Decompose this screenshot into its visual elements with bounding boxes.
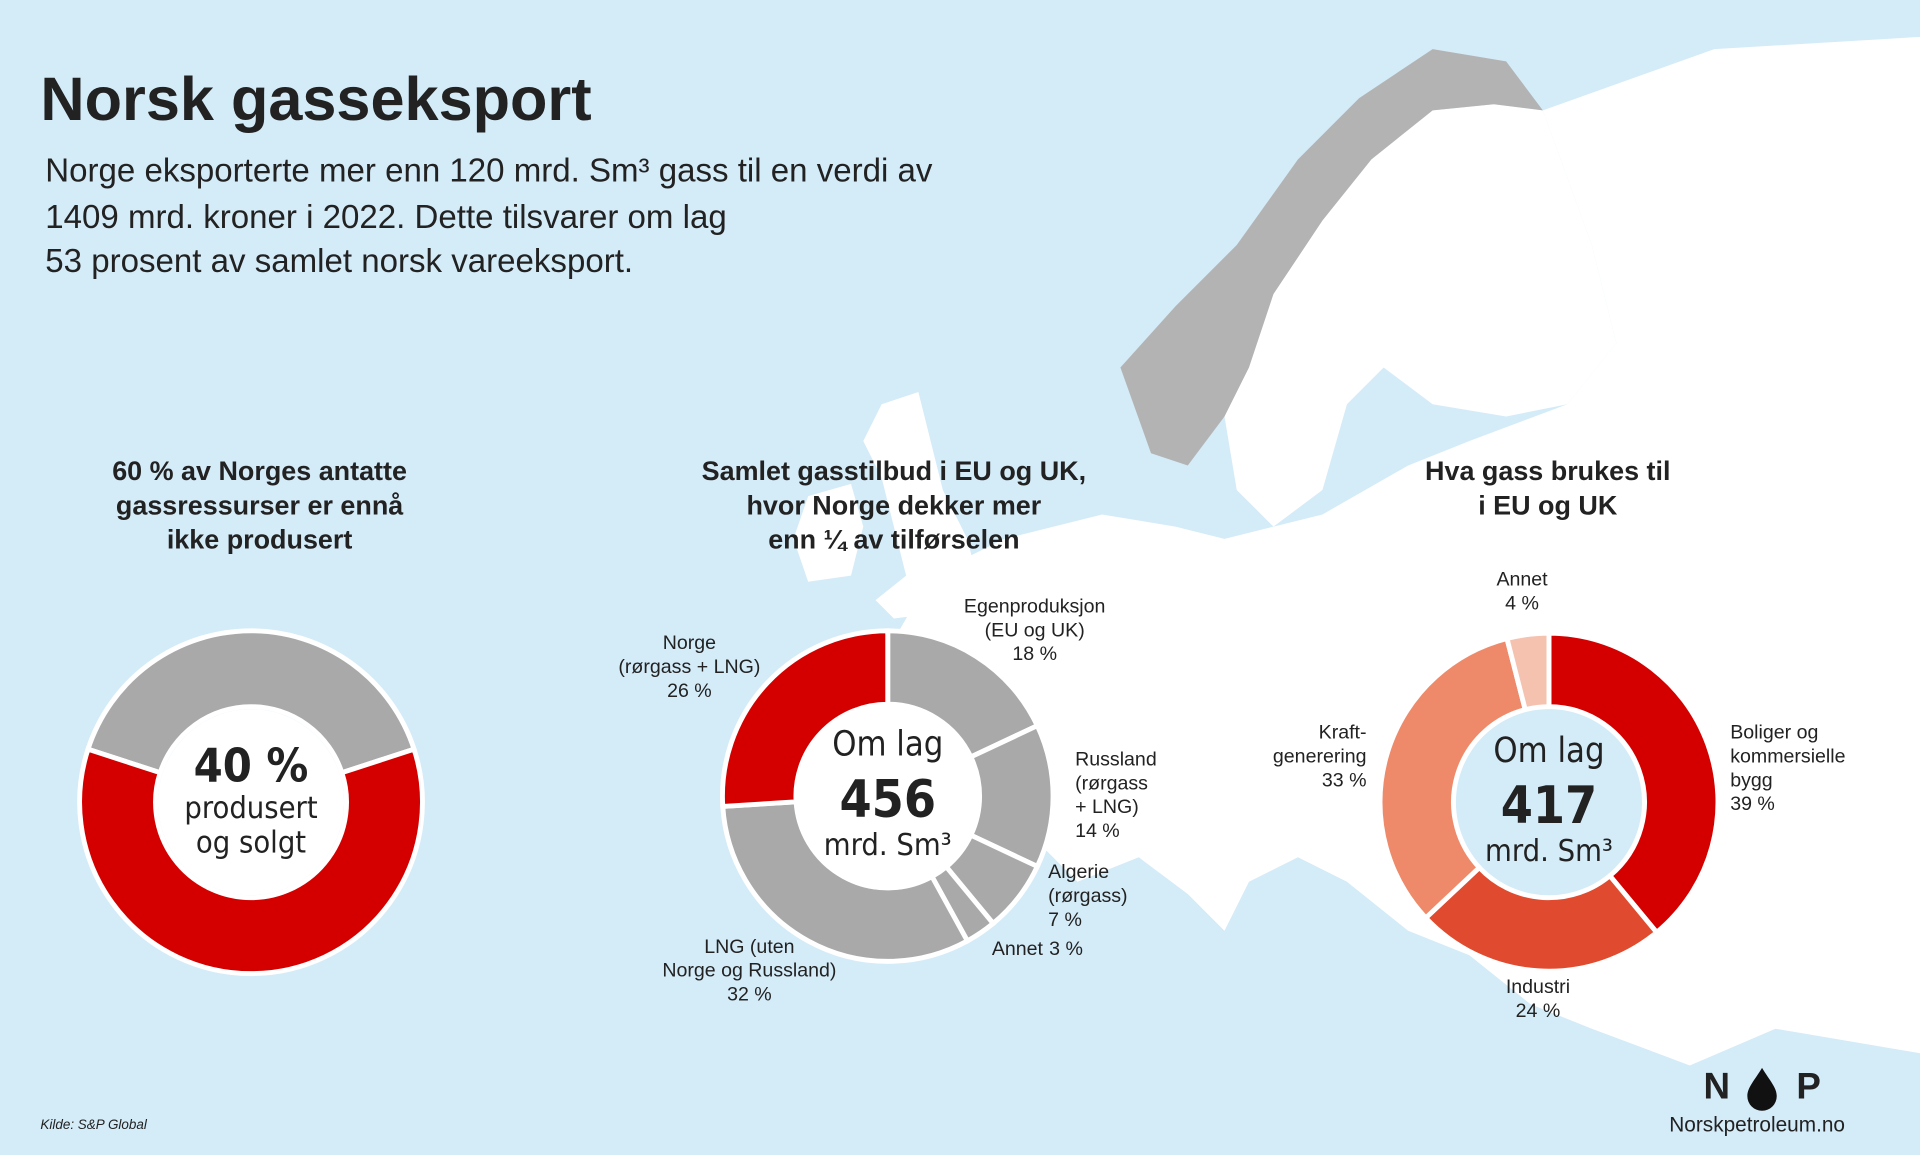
logo-drop xyxy=(1747,1067,1777,1111)
segment-label-line: (rørgass) xyxy=(1048,885,1127,907)
subtitle: Norge eksporterte mer enn 120 mrd. Sm³ g… xyxy=(45,152,941,280)
donut-chart: 60 % av Norges antatte gassressurser er e… xyxy=(77,456,425,977)
chart-title-line: ikke produsert xyxy=(167,525,353,555)
chart-title-line: Samlet gasstilbud i EU og UK, xyxy=(702,456,1086,486)
center-total: 456 xyxy=(839,770,936,830)
value-label: 3 % xyxy=(1049,938,1083,960)
value-label: 32 % xyxy=(727,984,772,1006)
donut-hole xyxy=(1455,709,1643,896)
segment-label: Kraft-generering 33 % xyxy=(1273,722,1367,792)
donut-segment xyxy=(720,628,891,810)
ireland xyxy=(793,483,864,582)
donut-segment xyxy=(1503,630,1552,713)
chart-title-line: hvor Norge dekker mer xyxy=(746,490,1041,520)
center-text: Om lag xyxy=(832,725,943,765)
center-unit: mrd. Sm³ xyxy=(824,828,952,863)
value-label: 18 % xyxy=(1012,643,1057,665)
great-britain xyxy=(863,391,980,619)
scandinavia xyxy=(1224,104,1617,527)
donut-hole xyxy=(157,709,345,896)
segment-label-line: kommersielle xyxy=(1730,745,1845,767)
segment-label-line: (EU og UK) xyxy=(985,619,1085,641)
segment-label-line: generering xyxy=(1273,745,1367,767)
segment-label: Annet 3 % xyxy=(992,938,1083,960)
center-total: 417 xyxy=(1501,776,1598,836)
chart-title-line: i EU og UK xyxy=(1478,490,1618,520)
value-label: 26 % xyxy=(667,680,712,702)
subtitle-line: Norge eksporterte mer enn 120 mrd. Sm³ g… xyxy=(45,152,933,189)
chart-title: Hva gass brukes til i EU og UK xyxy=(1425,456,1670,520)
center-text: Om lag xyxy=(1493,731,1604,771)
chart-title: Samlet gasstilbud i EU og UK, hvor Norge … xyxy=(702,456,1086,555)
source: Kilde: S&P Global xyxy=(40,1117,147,1132)
center-unit: mrd. Sm³ xyxy=(1485,834,1613,869)
center-text: produsert xyxy=(184,791,318,826)
center-value: 40 % xyxy=(194,738,309,792)
donut-hole xyxy=(798,706,978,886)
chart-title-line: gassressurser er ennå xyxy=(116,490,404,520)
segment-label-line: Annet xyxy=(992,938,1044,960)
segment-label: Annet 4 % xyxy=(1496,568,1548,614)
logo-letter: P xyxy=(1796,1066,1821,1107)
donut-segment xyxy=(84,628,418,776)
chart-title: 60 % av Norges antatte gassressurser er e… xyxy=(112,456,407,555)
segment-label: Egenproduksjon (EU og UK) 18 % xyxy=(964,595,1106,665)
value-label: 33 % xyxy=(1322,769,1367,791)
segment-label-line: Annet xyxy=(1496,568,1548,590)
segment-label: Industri 24 % xyxy=(1506,976,1570,1022)
donut-segment xyxy=(1377,635,1529,922)
segment-label-line: (rørgass xyxy=(1075,772,1148,794)
segment-label-line: Norge og Russland) xyxy=(662,960,836,982)
chart-title-line: Hva gass brukes til xyxy=(1425,456,1670,486)
chart-title-line: enn ¼ av tilførselen xyxy=(768,525,1019,555)
subtitle-line: 53 prosent av samlet norsk vareeksport. xyxy=(45,243,633,280)
title: Norsk gasseksport xyxy=(40,65,591,133)
segment-label: Russland (rørgass + LNG) 14 % xyxy=(1075,748,1157,842)
value-label: 14 % xyxy=(1075,820,1120,842)
segment-label-line: Algerie xyxy=(1048,861,1109,883)
segment-label-line: (rørgass + LNG) xyxy=(618,656,760,678)
center-text: og solgt xyxy=(196,825,306,860)
donut-chart: Hva gass brukes til i EU og UK Boliger og k… xyxy=(1273,456,1846,1022)
segment-label: Norge (rørgass + LNG) 26 % xyxy=(618,632,760,702)
value-label: 4 % xyxy=(1505,592,1539,614)
value-label: 39 % xyxy=(1730,793,1775,815)
logo-site: Norskpetroleum.no xyxy=(1669,1114,1845,1137)
segment-label-line: Norge xyxy=(663,632,716,654)
segment-label: Algerie (rørgass) 7 % xyxy=(1048,861,1127,931)
segment-label-line: Industri xyxy=(1506,976,1570,998)
segment-label: LNG (uten Norge og Russland) 32 % xyxy=(662,936,836,1006)
value-label: 24 % xyxy=(1516,1000,1561,1022)
subtitle-line: 1409 mrd. kroner i 2022. Dette tilsvarer… xyxy=(45,199,726,236)
segment-label-line: + LNG) xyxy=(1075,796,1139,818)
donut-chart: Samlet gasstilbud i EU og UK, hvor Norge … xyxy=(618,456,1156,1005)
donut-segment xyxy=(1546,630,1721,936)
segment-label-line: LNG (uten xyxy=(704,936,794,958)
logo-letter: N xyxy=(1703,1066,1730,1107)
segment-label-line: bygg xyxy=(1730,769,1772,791)
donut-segment xyxy=(77,746,425,977)
segment-label-line: Boliger og xyxy=(1730,722,1818,744)
segment-label-line: Russland xyxy=(1075,748,1157,770)
segment-label-line: Egenproduksjon xyxy=(964,595,1106,617)
segment-label-line: Kraft- xyxy=(1319,722,1367,744)
norway xyxy=(1120,49,1543,466)
donut-segment xyxy=(1422,864,1661,974)
donut-segment xyxy=(720,799,971,964)
chart-title-line: 60 % av Norges antatte xyxy=(112,456,407,486)
logo: N P Norskpetroleum.no xyxy=(1669,1066,1845,1137)
value-label: 7 % xyxy=(1048,909,1082,931)
segment-label: Boliger og kommersielle bygg 39 % xyxy=(1730,722,1845,816)
